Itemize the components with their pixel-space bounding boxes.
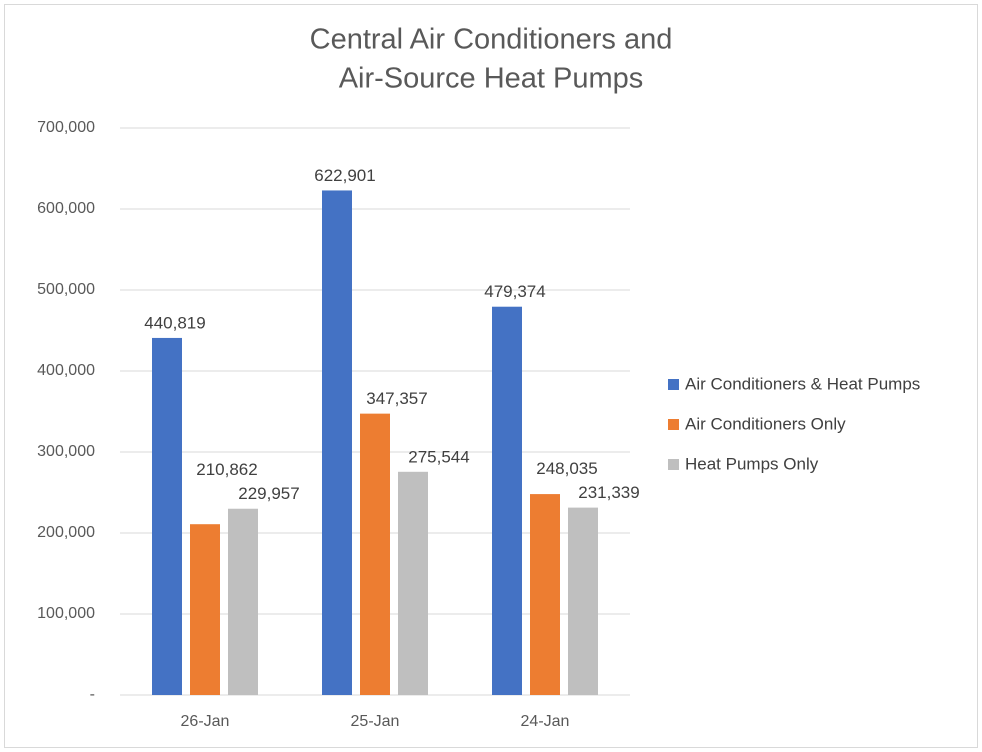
legend-label: Air Conditioners & Heat Pumps [685, 374, 920, 393]
y-tick-label: 300,000 [37, 443, 95, 460]
chart-title: Air-Source Heat Pumps [339, 63, 644, 95]
y-tick-label: - [90, 686, 95, 703]
x-tick-label: 25-Jan [351, 713, 400, 730]
y-tick-label: 200,000 [37, 524, 95, 541]
bar [152, 337, 182, 695]
x-tick-label: 26-Jan [181, 713, 230, 730]
data-label: 440,819 [144, 313, 205, 332]
data-label: 229,957 [238, 484, 299, 503]
bar [530, 494, 560, 695]
bar [568, 507, 598, 695]
chart-title: Central Air Conditioners and [310, 24, 673, 56]
bar [492, 306, 522, 695]
bar [228, 508, 258, 695]
legend-label: Air Conditioners Only [685, 414, 846, 433]
legend-swatch [668, 419, 679, 430]
bar [322, 190, 352, 695]
x-tick-label: 24-Jan [521, 713, 570, 730]
bar [360, 413, 390, 695]
y-tick-label: 700,000 [37, 119, 95, 136]
y-tick-label: 100,000 [37, 605, 95, 622]
data-label: 479,374 [484, 282, 545, 301]
bar [190, 524, 220, 695]
y-tick-label: 600,000 [37, 200, 95, 217]
data-label: 275,544 [408, 447, 469, 466]
bar [398, 471, 428, 695]
data-label: 248,035 [536, 459, 597, 478]
data-label: 622,901 [314, 166, 375, 185]
data-label: 347,357 [366, 389, 427, 408]
y-tick-label: 400,000 [37, 362, 95, 379]
legend-label: Heat Pumps Only [685, 454, 819, 473]
legend-swatch [668, 459, 679, 470]
legend-swatch [668, 379, 679, 390]
data-label: 210,862 [196, 460, 257, 479]
data-label: 231,339 [578, 483, 639, 502]
y-tick-label: 500,000 [37, 281, 95, 298]
